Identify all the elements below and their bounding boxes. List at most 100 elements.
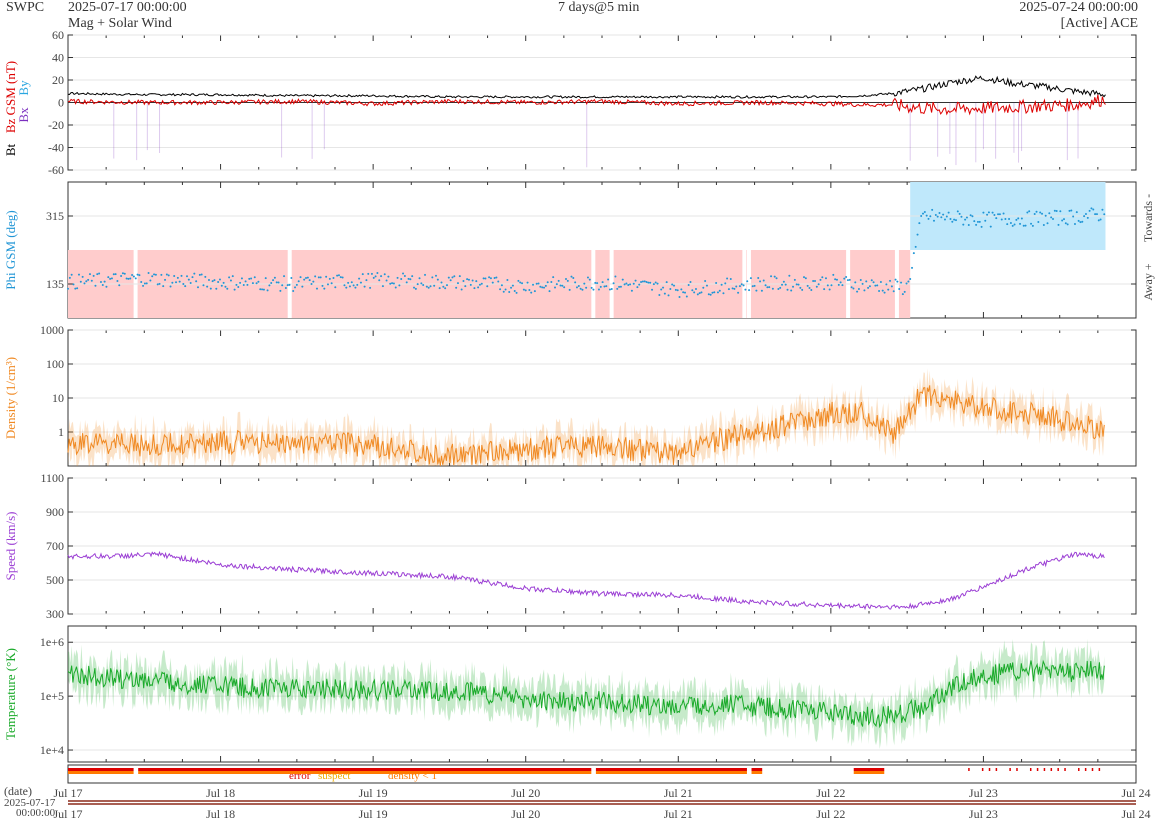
phi-point xyxy=(151,275,154,278)
phi-point xyxy=(1070,209,1073,212)
flag-error-tick xyxy=(981,768,984,771)
phi-point xyxy=(488,276,491,279)
flag-error-tick xyxy=(1029,768,1032,771)
phi-point xyxy=(1008,217,1011,220)
phi-point xyxy=(262,288,265,291)
phi-point xyxy=(178,280,181,283)
phi-point xyxy=(729,278,732,281)
phi-point xyxy=(294,286,297,289)
phi-point xyxy=(348,285,351,288)
phi-point xyxy=(175,281,178,284)
x-tick-label-bottom: Jul 24 xyxy=(1121,807,1150,821)
phi-point xyxy=(786,288,789,291)
phi-point xyxy=(636,286,639,289)
phi-point xyxy=(123,272,126,275)
phi-point xyxy=(834,278,837,281)
density-y-tick-label: 1000 xyxy=(40,323,64,337)
phi-point xyxy=(156,283,159,286)
phi-point xyxy=(116,280,119,283)
phi-point xyxy=(374,275,377,278)
phi-point xyxy=(343,284,346,287)
phi-point xyxy=(918,222,921,225)
flag-error-tick xyxy=(1078,768,1080,771)
phi-point xyxy=(544,284,547,287)
phi-point xyxy=(299,276,302,279)
phi-point xyxy=(136,273,139,276)
mag-y-tick-label: -20 xyxy=(48,118,64,132)
phi-point xyxy=(515,291,518,294)
phi-point xyxy=(272,279,275,282)
phi-point xyxy=(398,284,401,287)
phi-point xyxy=(965,216,968,219)
phi-point xyxy=(145,282,148,285)
phi-point xyxy=(702,286,705,289)
flag-error-tick xyxy=(995,768,998,771)
phi-point xyxy=(788,274,791,277)
phi-point xyxy=(839,281,842,284)
phi-point xyxy=(405,281,408,284)
phi-point xyxy=(240,277,243,280)
mag-y-tick-label: -40 xyxy=(48,141,64,155)
data-source: [Active] ACE xyxy=(1060,16,1138,31)
phi-point xyxy=(878,290,881,293)
phi-point xyxy=(79,280,82,283)
phi-point xyxy=(881,289,884,292)
phi-point xyxy=(643,280,646,283)
phi-point xyxy=(828,288,831,291)
phi-point xyxy=(160,273,163,276)
phi-point xyxy=(462,279,465,282)
phi-point xyxy=(158,282,161,285)
phi-point xyxy=(361,273,364,276)
phi-point xyxy=(354,286,357,289)
phi-point xyxy=(184,285,187,288)
x-tick-label-top: Jul 24 xyxy=(1121,786,1150,800)
phi-point xyxy=(120,275,123,278)
phi-point xyxy=(147,271,150,274)
phi-point xyxy=(511,284,514,287)
series-bz-gsm-line xyxy=(67,94,1106,116)
phi-point xyxy=(466,278,469,281)
phi-point xyxy=(627,284,630,287)
phi-point xyxy=(431,276,434,279)
phi-point xyxy=(345,286,348,289)
phi-point xyxy=(425,285,428,288)
phi-point xyxy=(372,276,375,279)
x-tick-label-top: Jul 17 xyxy=(53,786,82,800)
phi-point xyxy=(1086,216,1089,219)
flag-error-tick xyxy=(1036,768,1039,771)
phi-point xyxy=(986,213,989,216)
phi-point xyxy=(1022,224,1025,227)
phi-point xyxy=(599,285,602,288)
phi-point xyxy=(775,277,778,280)
phi-point xyxy=(1055,209,1058,212)
phi-point xyxy=(973,220,976,223)
phi-point xyxy=(396,276,399,279)
phi-point xyxy=(746,280,749,283)
phi-point xyxy=(253,276,256,279)
phi-point xyxy=(409,278,412,281)
phi-point xyxy=(678,296,681,299)
phi-point xyxy=(660,288,663,291)
phi-point xyxy=(583,282,586,285)
phi-point xyxy=(738,285,741,288)
phi-point xyxy=(793,278,796,281)
phi-point xyxy=(925,214,928,217)
phi-point xyxy=(334,286,337,289)
phi-point xyxy=(162,285,165,288)
phi-point xyxy=(336,274,339,277)
phi-point xyxy=(848,278,851,281)
phi-point xyxy=(564,277,567,280)
phi-point xyxy=(303,278,306,281)
phi-point xyxy=(475,280,478,283)
phi-y-tick-label: 135 xyxy=(46,277,64,291)
phi-point xyxy=(623,283,626,286)
phi-point xyxy=(270,281,273,284)
phi-point xyxy=(993,213,996,216)
phi-point xyxy=(367,272,370,275)
phi-point xyxy=(427,286,430,289)
phi-point xyxy=(649,281,652,284)
phi-point xyxy=(559,284,562,287)
temperature-y-tick-label: 1e+5 xyxy=(40,689,64,703)
phi-point xyxy=(938,211,941,214)
phi-point xyxy=(574,281,577,284)
